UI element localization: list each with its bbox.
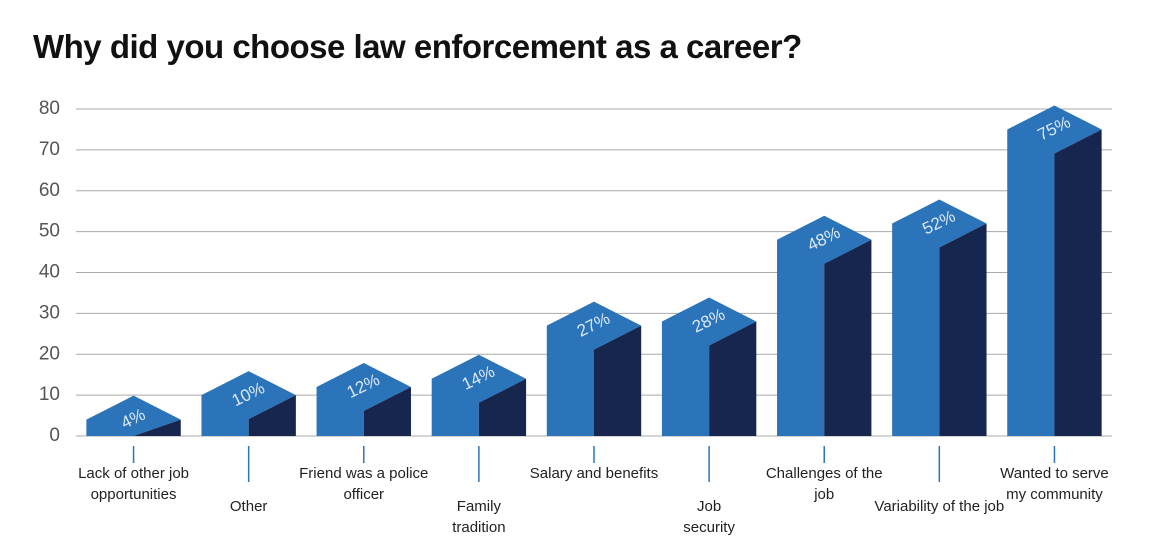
bar-side	[478, 378, 527, 436]
x-tick-label: Family tradition	[452, 498, 506, 536]
y-tick-label: 20	[39, 343, 60, 364]
x-tick-label: Variability of the job	[874, 498, 1005, 515]
bar-side	[824, 239, 872, 436]
bar-front	[201, 371, 296, 436]
bar-side	[1054, 129, 1102, 436]
y-tick-label: 30	[39, 302, 60, 323]
y-tick-label: 50	[39, 221, 60, 242]
bar-side	[939, 223, 987, 436]
x-tick-label: Challenges of the job	[765, 465, 883, 503]
bar-front	[431, 354, 527, 436]
bar-front	[86, 395, 181, 436]
bar-front	[316, 362, 411, 436]
x-tick-label: Wanted to serve my community	[1000, 465, 1109, 503]
y-tick-label: 40	[39, 262, 60, 283]
bar-side	[594, 325, 642, 436]
x-tick-label: Salary and benefits	[529, 465, 659, 482]
y-tick-label: 0	[49, 425, 60, 446]
x-tick-label: Job security	[683, 498, 735, 536]
y-tick-label: 10	[39, 384, 60, 405]
y-tick-label: 80	[39, 98, 60, 119]
y-tick-label: 60	[39, 180, 60, 201]
x-tick-label: Lack of other job opportunities	[78, 465, 189, 503]
bar-side	[363, 386, 411, 436]
x-tick-label: Friend was a police officer	[299, 465, 429, 503]
x-tick-label: Other	[229, 498, 268, 515]
bar-side	[248, 395, 296, 436]
y-tick-label: 70	[39, 139, 60, 160]
bar-side	[709, 321, 757, 436]
chart-title: Why did you choose law enforcement as a …	[33, 28, 802, 65]
bar-side	[133, 419, 181, 436]
